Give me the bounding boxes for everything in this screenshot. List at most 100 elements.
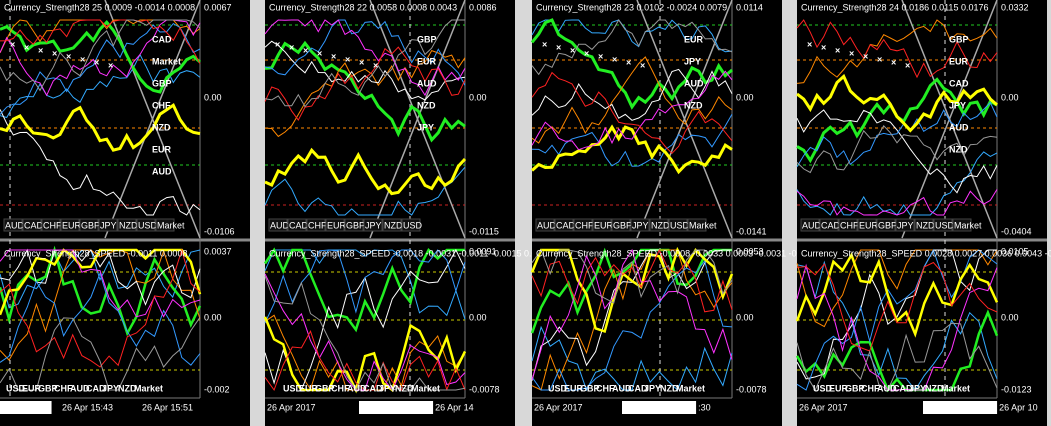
market-marker: × — [877, 54, 882, 64]
scale-label: 0.0086 — [469, 2, 497, 12]
speed-line — [796, 249, 998, 328]
market-marker: × — [821, 42, 826, 52]
speed-line — [531, 248, 733, 313]
legend-box — [325, 218, 345, 232]
speed-title: Currency_Strength28_SPEED -0.0008 -0.003… — [536, 248, 849, 258]
market-marker: × — [80, 54, 85, 64]
speed-line — [795, 252, 999, 338]
market-marker: × — [275, 39, 280, 49]
legend-label: AUD — [802, 220, 822, 230]
speed-legend-label: EUR — [22, 383, 42, 393]
cross-line — [104, 0, 201, 239]
line-label: AUD — [152, 166, 172, 176]
legend-label: NZD — [916, 220, 935, 230]
speed-title: Currency_Strength28_SPEED -0.0011 0.0008 — [4, 248, 187, 258]
speed-legend-label: Market — [676, 383, 705, 393]
line-label: JPY — [949, 100, 966, 110]
strength-line — [796, 19, 998, 79]
speed-legend-label: CHF — [596, 383, 615, 393]
speed-legend-label: EUR — [299, 383, 319, 393]
scale-label: 0.0091 — [469, 246, 497, 256]
legend-box — [117, 218, 137, 232]
market-marker: × — [66, 51, 71, 61]
cross-line — [901, 0, 998, 239]
speed-legend-label: CAD — [363, 383, 383, 393]
legend-label: USD — [935, 220, 955, 230]
speed-legend-label: JPY — [909, 383, 926, 393]
speed-legend-label: EUR — [829, 383, 849, 393]
scale-label: 0.00 — [1001, 92, 1019, 102]
strength-line — [531, 56, 733, 144]
legend-box — [952, 218, 972, 232]
market-marker: × — [556, 42, 561, 52]
legend-box — [914, 218, 934, 232]
legend-label: NZD — [384, 220, 403, 230]
market-marker: × — [598, 51, 603, 61]
legend-label: Market — [954, 220, 982, 230]
market-marker: × — [542, 39, 547, 49]
speed-legend-label: Market — [941, 383, 970, 393]
speed-title: Currency_Strength28_SPEED -0.0018 -0.003… — [269, 248, 585, 258]
legend-box — [535, 218, 555, 232]
chart-window: × × × × × × × × Currency_Strength28 25 0.0009 -0… — [0, 0, 250, 426]
legend-box — [287, 218, 307, 232]
legend-label: EUR — [594, 220, 614, 230]
market-marker: × — [317, 48, 322, 58]
speed-legend-label: AUD — [877, 383, 897, 393]
speed-line — [796, 322, 998, 392]
speed-legend-label: NZD — [925, 383, 944, 393]
legend-label: GBP — [613, 220, 632, 230]
strength-line — [796, 19, 998, 84]
legend-box — [60, 218, 80, 232]
legend-label: JPY — [897, 220, 914, 230]
time-label: 26 Apr 2017 — [799, 402, 848, 412]
line-label: EUR — [949, 56, 969, 66]
indicator-title: Currency_Strength28 24 0.0186 0.0115 0.0… — [801, 2, 988, 12]
scale-label: 0.0067 — [204, 2, 232, 12]
legend-label: CHF — [575, 220, 594, 230]
market-marker: × — [640, 60, 645, 70]
speed-line — [0, 248, 202, 316]
scale-label: 0.00 — [204, 92, 222, 102]
speed-legend-label: AUD — [70, 383, 90, 393]
strength-line — [0, 102, 201, 152]
market-marker: × — [891, 57, 896, 67]
scale-label: -0.0404 — [1001, 226, 1032, 236]
scale-label: 0.00 — [469, 92, 487, 102]
scale-label: 0.0332 — [1001, 2, 1029, 12]
indicator-title: Currency_Strength28 22 0.0058 0.0008 0.0… — [269, 2, 457, 12]
market-marker: × — [584, 48, 589, 58]
legend-label: GBP — [346, 220, 365, 230]
market-marker: × — [570, 45, 575, 55]
strength-line — [264, 40, 466, 143]
speed-line — [796, 263, 998, 391]
legend-label: JPY — [632, 220, 649, 230]
market-marker: × — [24, 42, 29, 52]
time-label: 26 Apr 2017 — [534, 402, 583, 412]
cursor-time-box — [622, 401, 697, 414]
speed-legend-label: NZD — [395, 383, 414, 393]
speed-legend-label: Market — [411, 383, 440, 393]
speed-legend-label: USD — [813, 383, 833, 393]
cursor-time-box — [923, 401, 998, 414]
legend-box — [3, 218, 23, 232]
strength-line — [796, 189, 998, 216]
speed-legend-label: CAD — [86, 383, 106, 393]
strength-line — [264, 46, 466, 122]
speed-line — [0, 317, 201, 391]
speed-legend-label: AUD — [612, 383, 632, 393]
strength-line — [531, 71, 733, 155]
speed-legend-label: CHF — [861, 383, 880, 393]
legend-box — [363, 218, 383, 232]
market-marker: × — [10, 39, 15, 49]
market-marker: × — [94, 57, 99, 67]
speed-line — [0, 248, 201, 368]
speed-legend-label: CHF — [331, 383, 350, 393]
legend-label: JPY — [365, 220, 382, 230]
legend-label: AUD — [5, 220, 25, 230]
strength-line — [531, 114, 733, 167]
speed-legend-label: GBP — [315, 383, 335, 393]
legend-label: USD — [138, 220, 158, 230]
strength-line — [796, 73, 998, 133]
